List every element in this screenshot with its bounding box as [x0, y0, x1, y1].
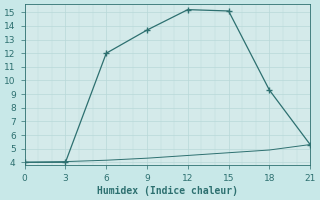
X-axis label: Humidex (Indice chaleur): Humidex (Indice chaleur) — [97, 186, 238, 196]
